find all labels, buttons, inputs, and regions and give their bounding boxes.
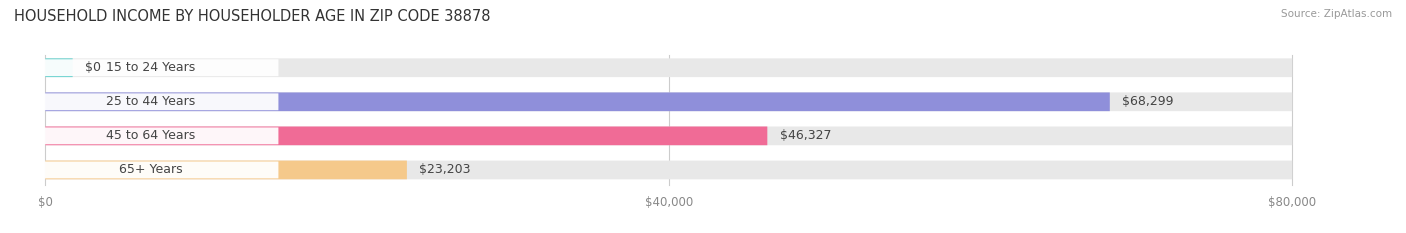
Text: 15 to 24 Years: 15 to 24 Years <box>105 61 195 74</box>
FancyBboxPatch shape <box>45 127 1292 145</box>
FancyBboxPatch shape <box>22 59 278 76</box>
FancyBboxPatch shape <box>22 161 278 178</box>
Text: $23,203: $23,203 <box>419 163 471 176</box>
Text: $0: $0 <box>86 61 101 74</box>
Text: 45 to 64 Years: 45 to 64 Years <box>105 129 195 142</box>
FancyBboxPatch shape <box>45 93 1109 111</box>
FancyBboxPatch shape <box>45 127 768 145</box>
Text: 25 to 44 Years: 25 to 44 Years <box>105 95 195 108</box>
FancyBboxPatch shape <box>45 161 1292 179</box>
Text: 65+ Years: 65+ Years <box>118 163 183 176</box>
Text: HOUSEHOLD INCOME BY HOUSEHOLDER AGE IN ZIP CODE 38878: HOUSEHOLD INCOME BY HOUSEHOLDER AGE IN Z… <box>14 9 491 24</box>
Text: $68,299: $68,299 <box>1122 95 1174 108</box>
FancyBboxPatch shape <box>45 161 406 179</box>
FancyBboxPatch shape <box>45 58 73 77</box>
Text: Source: ZipAtlas.com: Source: ZipAtlas.com <box>1281 9 1392 19</box>
FancyBboxPatch shape <box>22 127 278 144</box>
FancyBboxPatch shape <box>45 58 1292 77</box>
Text: $46,327: $46,327 <box>780 129 831 142</box>
FancyBboxPatch shape <box>45 93 1292 111</box>
FancyBboxPatch shape <box>22 93 278 110</box>
